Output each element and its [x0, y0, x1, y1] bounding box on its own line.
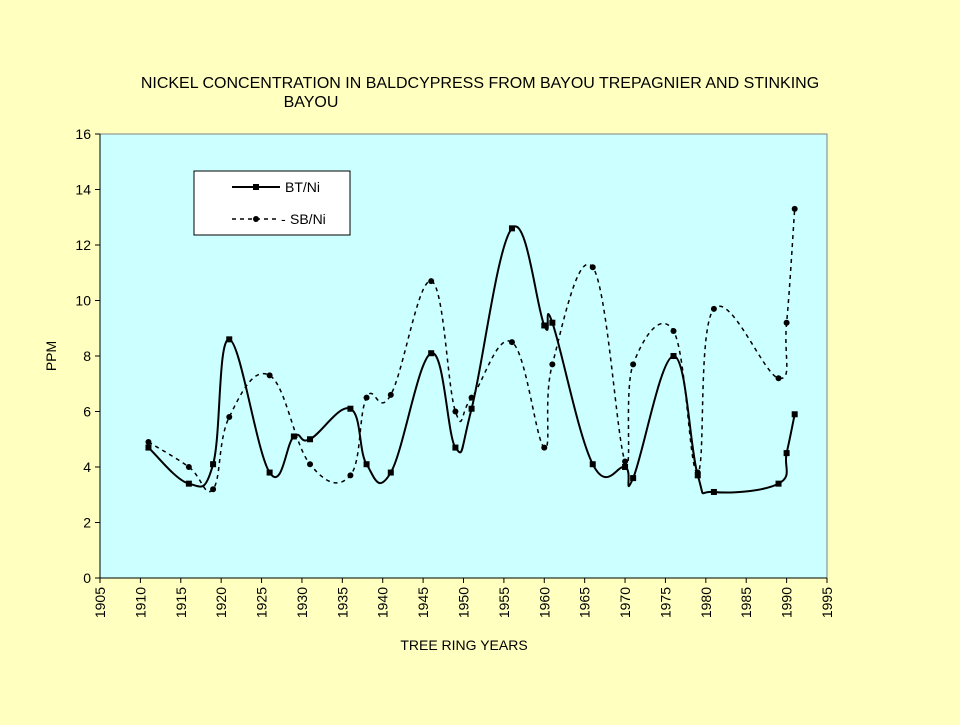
- data-point-bt-ni: [363, 461, 370, 468]
- data-point-bt-ni: [185, 480, 192, 487]
- x-tick-label: 1925: [254, 587, 270, 618]
- data-point-sb-ni: [783, 319, 790, 326]
- y-tick-label: 8: [83, 348, 91, 364]
- y-tick-label: 2: [83, 515, 91, 531]
- data-point-bt-ni: [630, 475, 637, 482]
- x-axis-title: TREE RING YEARS: [400, 637, 527, 653]
- y-tick-label: 0: [83, 570, 91, 586]
- series-sb-ni: [145, 205, 798, 493]
- chart-title-line-2: BAYOU: [284, 94, 339, 111]
- data-point-sb-ni: [307, 461, 314, 468]
- data-point-sb-ni: [452, 408, 459, 415]
- x-tick-label: 1960: [536, 587, 552, 618]
- x-tick-label: 1980: [698, 587, 714, 618]
- data-point-sb-ni: [226, 414, 233, 421]
- y-tick-label: 6: [83, 404, 91, 420]
- data-point-sb-ni: [266, 372, 273, 379]
- data-point-sb-ni: [541, 444, 548, 451]
- data-point-bt-ni: [549, 319, 556, 326]
- y-tick-label: 10: [75, 293, 91, 309]
- y-tick-label: 16: [75, 126, 91, 142]
- x-tick-label: 1975: [657, 587, 673, 618]
- legend-marker-bt-ni: [253, 184, 259, 190]
- data-point-sb-ni: [589, 264, 596, 271]
- data-point-sb-ni: [468, 394, 475, 401]
- data-point-bt-ni: [145, 444, 152, 451]
- data-point-bt-ni: [468, 405, 475, 412]
- data-point-sb-ni: [363, 394, 370, 401]
- legend-label-bt-ni: BT/Ni: [285, 179, 320, 195]
- y-axis-title: PPM: [43, 341, 59, 371]
- chart-title-line-1: NICKEL CONCENTRATION IN BALDCYPRESS FROM…: [141, 75, 819, 92]
- legend-label-sb-ni: SB/Ni: [290, 211, 326, 227]
- data-point-bt-ni: [428, 350, 435, 357]
- data-point-sb-ni: [508, 339, 515, 346]
- data-point-bt-ni: [387, 469, 394, 476]
- x-tick-label: 1995: [819, 587, 835, 618]
- data-point-bt-ni: [452, 444, 459, 451]
- x-tick-label: 1950: [456, 587, 472, 618]
- legend-label-sb-ni-prefix: -: [281, 211, 286, 227]
- legend-box: [193, 170, 351, 236]
- data-point-bt-ni: [210, 461, 217, 468]
- data-point-bt-ni: [541, 322, 548, 329]
- legend: BT/Ni - SB/Ni: [193, 170, 351, 236]
- series-layer: [145, 205, 798, 495]
- data-point-sb-ni: [210, 486, 217, 493]
- data-point-sb-ni: [549, 361, 556, 368]
- data-point-sb-ni: [347, 472, 354, 479]
- series-line-sb-ni: [148, 208, 796, 493]
- data-point-bt-ni: [783, 450, 790, 457]
- data-point-sb-ni: [145, 439, 152, 446]
- x-tick-label: 1905: [92, 587, 108, 618]
- data-point-sb-ni: [694, 469, 701, 476]
- data-point-sb-ni: [775, 375, 782, 382]
- data-point-bt-ni: [622, 464, 629, 470]
- x-tick-label: 1935: [334, 587, 350, 618]
- x-tick-label: 1910: [132, 587, 148, 618]
- data-point-sb-ni: [670, 328, 677, 335]
- data-point-sb-ni: [710, 305, 717, 312]
- legend-marker-sb-ni: [253, 216, 259, 222]
- axes: 0 2 4 6 8 10 12 14 16 1905 1910 1915 1920 1925 1930 193…: [75, 126, 835, 618]
- x-tick-label: 1970: [617, 587, 633, 618]
- x-tick-label: 1965: [577, 587, 593, 618]
- x-tick-label: 1920: [213, 587, 229, 618]
- data-point-bt-ni: [266, 469, 273, 476]
- data-point-sb-ni: [387, 391, 394, 398]
- x-tick-label: 1945: [415, 587, 431, 618]
- data-point-sb-ni: [428, 278, 435, 285]
- data-point-bt-ni: [589, 461, 596, 468]
- x-tick-label: 1930: [294, 587, 310, 618]
- data-point-sb-ni: [630, 361, 637, 368]
- x-tick-label: 1990: [779, 587, 795, 618]
- y-tick-label: 12: [75, 237, 91, 253]
- data-point-sb-ni: [791, 205, 798, 212]
- data-point-bt-ni: [791, 411, 798, 418]
- data-point-bt-ni: [710, 488, 717, 495]
- data-point-bt-ni: [307, 436, 314, 443]
- x-tick-label: 1985: [738, 587, 754, 618]
- data-point-bt-ni: [775, 480, 782, 487]
- data-point-bt-ni: [347, 405, 354, 412]
- x-tick-label: 1955: [496, 587, 512, 618]
- data-point-bt-ni: [290, 433, 297, 440]
- data-point-sb-ni: [622, 458, 629, 465]
- y-tick-label: 14: [75, 182, 91, 198]
- y-tick-label: 4: [83, 459, 91, 475]
- data-point-bt-ni: [508, 225, 515, 232]
- x-tick-label: 1915: [173, 587, 189, 618]
- data-point-bt-ni: [226, 336, 233, 343]
- data-point-sb-ni: [185, 464, 192, 470]
- data-point-bt-ni: [670, 353, 677, 359]
- x-tick-label: 1940: [375, 587, 391, 618]
